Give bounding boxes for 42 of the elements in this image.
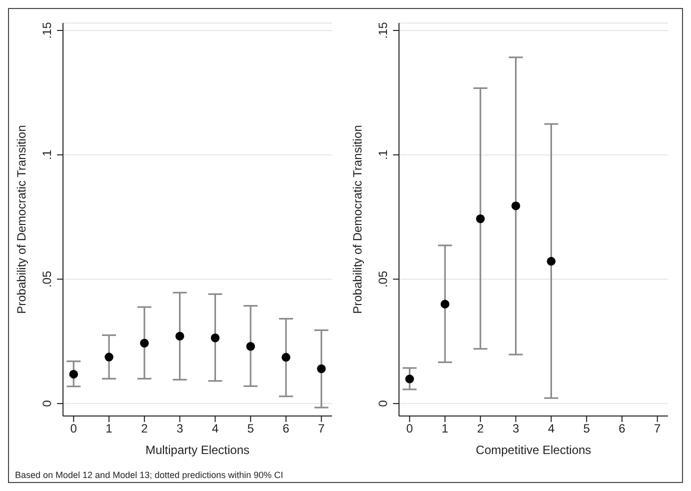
point [317,364,326,374]
x-tick-label: 2 [477,422,484,436]
y-axis-title: Probability of Democratic Transition [14,125,28,314]
point [476,214,485,224]
y-axis-title: Probability of Democratic Transition [350,125,364,314]
point [210,334,220,342]
y-tick-label: .1 [376,150,390,160]
y-tick-label: .15 [376,22,390,39]
x-tick-label: 7 [654,422,662,436]
x-tick-label: 1 [106,422,113,436]
point [546,256,556,266]
x-tick-label: 4 [548,422,555,436]
x-tick-label: 0 [406,422,414,436]
y-tick-label: .1 [40,150,54,160]
x-tick-label: 3 [176,422,184,436]
point [104,352,114,362]
point [175,332,184,341]
y-tick-label: 0 [40,400,54,407]
x-axis-title: Multiparty Elections [145,443,250,457]
text: Based on Model 12 and Model 13; dotted predictions within 90% CI [15,470,284,480]
x-tick-label: 2 [141,422,148,436]
x-tick-label: 1 [442,422,449,436]
x-tick-label: 4 [212,422,219,436]
x-tick-label: 5 [583,422,590,436]
y-tick-label: .05 [376,270,390,288]
point [511,201,520,210]
x-tick-label: 7 [318,422,326,436]
point [246,342,255,351]
point [69,370,78,379]
x-tick-label: 5 [247,422,254,436]
y-tick-label: .15 [40,22,54,39]
x-axis-title: Competitive Elections [476,443,592,457]
point [282,352,290,362]
y-tick-label: .05 [40,270,54,288]
x-tick-label: 3 [512,422,520,436]
x-tick-label: 6 [282,422,290,436]
x-tick-label: 6 [618,422,626,436]
point [405,374,414,384]
y-tick-label: 0 [376,400,390,407]
point [440,300,450,308]
x-tick-label: 0 [70,422,78,436]
point [140,338,149,348]
